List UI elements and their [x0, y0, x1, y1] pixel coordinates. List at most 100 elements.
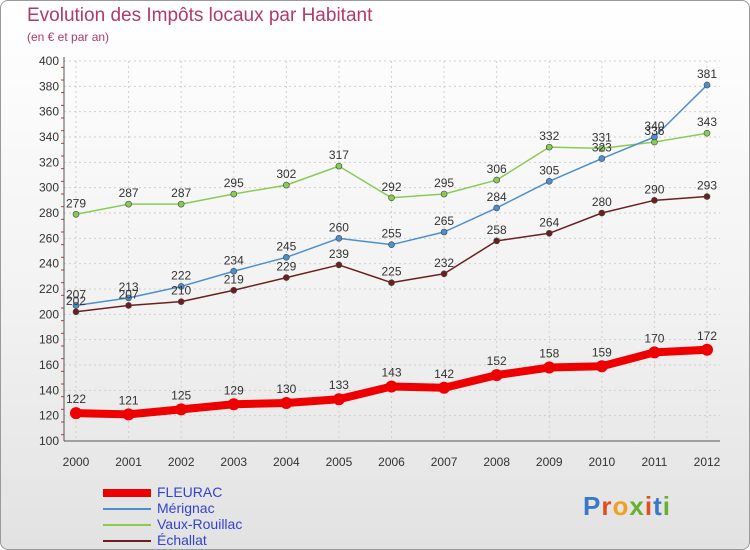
data-label: 292 [381, 180, 401, 194]
data-point [545, 178, 553, 185]
legend-item-echallat[interactable]: Échallat [101, 532, 341, 549]
y-tick-label: 260 [39, 231, 59, 245]
logo-letter: o [612, 491, 630, 521]
legend-swatch-echallat [103, 540, 151, 542]
data-point [125, 302, 132, 309]
axes: 1001201401601802002202402602803003203403… [39, 54, 721, 469]
legend-swatch-merignac [103, 508, 151, 510]
data-label: 279 [66, 196, 86, 210]
data-label: 331 [592, 130, 612, 144]
x-tick-label: 2003 [220, 455, 247, 469]
data-point [72, 302, 80, 309]
data-label: 340 [644, 119, 664, 133]
x-tick-label: 2007 [431, 455, 458, 469]
data-point [177, 200, 185, 208]
data-point [283, 254, 290, 261]
data-label: 202 [66, 294, 86, 308]
data-point [125, 200, 132, 208]
data-label: 121 [119, 393, 139, 407]
legend-item-fleurac[interactable]: FLEURAC [101, 484, 341, 501]
data-label: 332 [539, 129, 559, 143]
data-label: 295 [224, 176, 244, 190]
y-tick-label: 100 [39, 434, 59, 448]
data-point [493, 204, 500, 212]
data-label: 381 [697, 67, 717, 81]
data-point [335, 235, 343, 242]
data-point [227, 398, 240, 411]
data-label: 219 [224, 272, 244, 286]
data-point [335, 162, 343, 170]
data-point [648, 346, 661, 359]
x-tick-label: 2002 [168, 455, 195, 469]
data-label: 142 [434, 367, 454, 381]
data-point [703, 81, 711, 89]
legend-swatch-fleurac [103, 489, 151, 497]
data-point [543, 361, 556, 374]
legend-label-vaux-rouillac: Vaux-Rouillac [157, 516, 243, 532]
data-point [283, 274, 290, 281]
data-label: 158 [539, 347, 559, 361]
data-point [388, 241, 395, 248]
data-point [440, 190, 448, 198]
y-tick-label: 200 [39, 307, 59, 321]
legend-label-fleurac: FLEURAC [157, 484, 223, 500]
data-point [388, 279, 395, 286]
y-tick-label: 280 [39, 206, 59, 220]
x-tick-label: 2006 [378, 455, 405, 469]
data-label: 284 [487, 190, 507, 204]
x-tick-label: 2012 [694, 455, 721, 469]
y-tick-label: 320 [39, 155, 59, 169]
y-tick-label: 340 [39, 130, 59, 144]
data-label: 293 [697, 179, 717, 193]
data-point [438, 381, 451, 394]
x-tick-label: 2000 [63, 455, 90, 469]
y-tick-label: 380 [39, 79, 59, 93]
data-label: 122 [66, 392, 86, 406]
data-label: 295 [434, 176, 454, 190]
data-point [177, 283, 185, 290]
data-label: 130 [276, 382, 296, 396]
data-label: 323 [592, 141, 612, 155]
data-label: 239 [329, 247, 349, 261]
data-label: 232 [434, 256, 454, 270]
data-labels: 279 287 287 295 302 317 292 295 306 332 331 336 343 2… [66, 67, 717, 407]
data-point [545, 143, 553, 151]
data-point [493, 237, 500, 245]
logo-letter: P [583, 491, 602, 521]
logo-letter: t [653, 491, 663, 521]
data-point [703, 129, 711, 137]
legend-item-merignac[interactable]: Mérignac [101, 500, 341, 517]
data-label: 287 [119, 186, 139, 200]
legend-label-merignac: Mérignac [157, 500, 215, 516]
data-label: 336 [644, 124, 664, 138]
data-point [177, 298, 185, 305]
logo-letter: r [601, 491, 613, 521]
legend-swatch-vaux-rouillac [103, 524, 151, 526]
legend-item-vaux-rouillac[interactable]: Vaux-Rouillac [101, 516, 341, 533]
y-tick-label: 160 [39, 358, 59, 372]
data-point [175, 403, 188, 416]
proxiti-logo: Proxiti [583, 491, 671, 522]
y-tick-label: 360 [39, 105, 59, 119]
data-label: 302 [276, 167, 296, 181]
y-tick-label: 120 [39, 409, 59, 423]
data-point [598, 155, 606, 162]
chart-subtitle: (en € et par an) [27, 30, 110, 44]
data-label: 229 [276, 260, 296, 274]
data-label: 265 [434, 214, 454, 228]
x-tick-label: 2010 [588, 455, 615, 469]
data-point [598, 209, 606, 217]
data-label: 245 [276, 239, 296, 253]
data-label: 234 [224, 253, 244, 267]
legend-label-echallat: Échallat [157, 532, 207, 548]
y-tick-label: 140 [39, 383, 59, 397]
y-tick-label: 240 [39, 257, 59, 271]
data-point [598, 145, 606, 152]
data-point [703, 193, 711, 200]
data-label: 222 [171, 268, 191, 282]
data-label: 260 [329, 220, 349, 234]
data-label: 125 [171, 388, 191, 402]
data-label: 225 [381, 265, 401, 279]
data-point [72, 308, 80, 316]
